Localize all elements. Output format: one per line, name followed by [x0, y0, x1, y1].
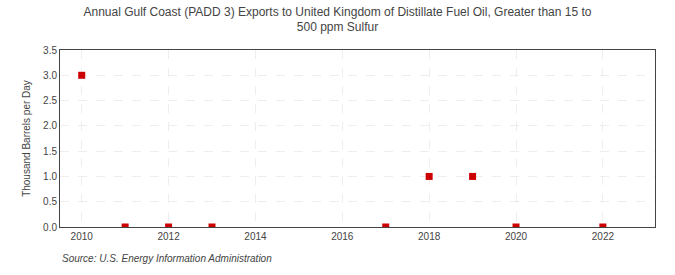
- svg-text:Source: U.S. Energy Informatio: Source: U.S. Energy Information Administ…: [62, 253, 272, 264]
- svg-text:2.0: 2.0: [43, 120, 57, 131]
- svg-text:0.0: 0.0: [43, 222, 57, 233]
- svg-text:3.5: 3.5: [43, 45, 57, 56]
- svg-text:2020: 2020: [505, 231, 528, 242]
- svg-text:Annual Gulf Coast (PADD 3) Exp: Annual Gulf Coast (PADD 3) Exports to Un…: [83, 5, 591, 35]
- svg-text:2014: 2014: [244, 231, 267, 242]
- svg-text:0.5: 0.5: [43, 196, 57, 207]
- svg-text:1.5: 1.5: [43, 146, 57, 157]
- svg-text:2.5: 2.5: [43, 95, 57, 106]
- svg-text:2010: 2010: [71, 231, 94, 242]
- svg-text:1.0: 1.0: [43, 171, 57, 182]
- svg-text:2012: 2012: [157, 231, 180, 242]
- svg-text:3.0: 3.0: [43, 70, 57, 81]
- svg-text:2016: 2016: [331, 231, 354, 242]
- svg-text:2022: 2022: [592, 231, 615, 242]
- svg-text:Thousand Barrels per Day: Thousand Barrels per Day: [21, 80, 32, 197]
- svg-text:2018: 2018: [418, 231, 441, 242]
